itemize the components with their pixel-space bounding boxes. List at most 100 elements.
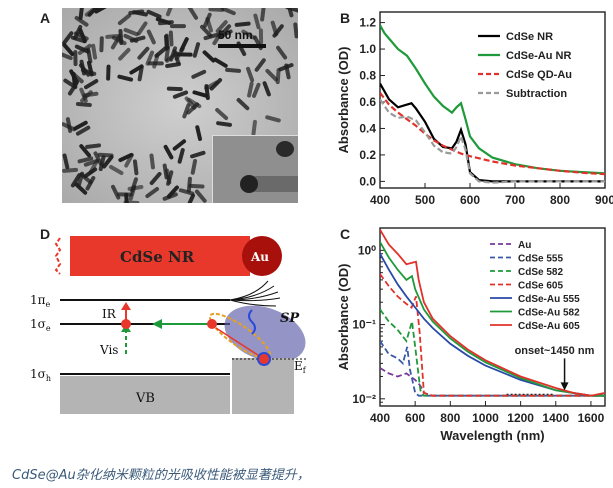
nanorod xyxy=(149,153,155,170)
x-tick-label: 500 xyxy=(415,193,435,207)
nanorod xyxy=(164,34,169,51)
x-tick-label: 600 xyxy=(460,193,480,207)
y-tick-label: 0.2 xyxy=(359,148,376,162)
nanorod xyxy=(74,182,88,195)
nanorod xyxy=(262,81,271,97)
nanorod xyxy=(145,50,155,66)
panel-letter-b: B xyxy=(340,10,351,26)
legend-label: CdSe QD-Au xyxy=(506,69,572,81)
nanorod xyxy=(117,74,134,82)
hot-electron-dot xyxy=(207,319,217,329)
nanorod xyxy=(79,87,88,103)
nanorod xyxy=(74,15,89,27)
nanorod xyxy=(117,13,132,26)
y-tick-label: 1.0 xyxy=(359,42,376,56)
rod-label: CdSe NR xyxy=(120,248,195,266)
nanorod xyxy=(129,64,144,75)
nanorod xyxy=(77,43,92,55)
nanorod xyxy=(62,51,73,61)
nanorod xyxy=(278,63,294,72)
nanorod xyxy=(184,96,197,110)
nanorod xyxy=(182,103,191,119)
legend-label: CdSe 605 xyxy=(518,281,563,292)
series-line xyxy=(380,24,605,175)
y-tick-label: 0.6 xyxy=(359,95,376,109)
nanorod xyxy=(118,152,134,163)
nanorod xyxy=(109,164,124,175)
level-label-1pi: 1πe xyxy=(30,293,51,309)
x-tick-label: 1400 xyxy=(542,411,569,425)
nanorod xyxy=(166,185,179,199)
x-tick-label: 800 xyxy=(440,411,460,425)
nanorod xyxy=(73,120,88,131)
gold-sphere xyxy=(242,236,282,276)
nanorod xyxy=(286,8,294,18)
nanorod xyxy=(132,10,148,17)
onset-annotation: onset~1450 nm xyxy=(515,345,595,357)
nanorod xyxy=(293,22,298,39)
nanorod xyxy=(123,27,139,37)
nanorod xyxy=(220,8,236,16)
nanorod xyxy=(253,13,261,30)
nanorod xyxy=(152,53,160,69)
series-line xyxy=(380,92,605,176)
nanorod xyxy=(73,24,83,40)
nanorod xyxy=(146,9,162,19)
nanorod xyxy=(86,60,94,77)
legend-label: CdSe-Au 582 xyxy=(518,308,580,319)
nanorod xyxy=(79,144,91,158)
nanorod xyxy=(251,119,257,136)
series-line xyxy=(380,82,605,183)
nanorod xyxy=(265,115,281,123)
legend-label: Au xyxy=(518,240,531,251)
sp-wave xyxy=(248,309,256,335)
x-tick-label: 1200 xyxy=(507,411,534,425)
nanorod xyxy=(98,155,106,172)
nanorod xyxy=(123,33,139,43)
legend-label: CdSe-Au 555 xyxy=(518,294,580,305)
nanorod xyxy=(62,153,70,170)
nanorod xyxy=(225,67,242,73)
surface-plasmon-cloud xyxy=(224,305,306,363)
y-tick-label: 0.8 xyxy=(359,69,376,83)
nanorod xyxy=(202,50,216,63)
rod-cut-edge xyxy=(54,237,62,275)
nanorod xyxy=(177,148,185,164)
nanorod xyxy=(62,42,75,57)
nanorod xyxy=(275,68,281,85)
nanorod xyxy=(192,42,201,58)
nanorod xyxy=(195,125,202,141)
legend-label: Subtraction xyxy=(506,88,567,100)
nanorod xyxy=(276,45,288,60)
nanorod xyxy=(106,64,111,81)
nanorod xyxy=(165,51,179,63)
nanorod xyxy=(215,20,228,34)
nanorod xyxy=(62,167,79,173)
nanorod xyxy=(208,8,225,12)
sphere-label: Au xyxy=(250,250,269,264)
scale-bar-label: 50 nm xyxy=(218,28,253,42)
panel-letter-d: D xyxy=(40,226,51,242)
x-tick-label: 800 xyxy=(550,193,570,207)
nanorod xyxy=(218,24,232,38)
nanorod xyxy=(102,155,114,169)
x-tick-label: 1600 xyxy=(578,411,605,425)
x-tick-label: 600 xyxy=(405,411,425,425)
legend-label: CdSe 555 xyxy=(518,254,563,265)
y-tick-label: 0.0 xyxy=(359,174,376,188)
nanorod xyxy=(111,184,121,200)
nanorod xyxy=(260,8,266,22)
nanorod xyxy=(187,8,199,20)
transfer-arrow-head xyxy=(152,319,162,329)
cdse-rod xyxy=(70,236,250,276)
nanorod xyxy=(179,37,189,52)
nanorod xyxy=(215,108,229,121)
nanorod xyxy=(137,46,150,60)
nanorod xyxy=(258,28,264,45)
panel-letter-a: A xyxy=(40,10,51,26)
nanorod xyxy=(155,17,172,25)
nanorod xyxy=(118,29,124,46)
nanorod xyxy=(149,171,162,186)
y-tick-label: 10⁰ xyxy=(358,243,376,257)
nanorod xyxy=(216,121,232,127)
